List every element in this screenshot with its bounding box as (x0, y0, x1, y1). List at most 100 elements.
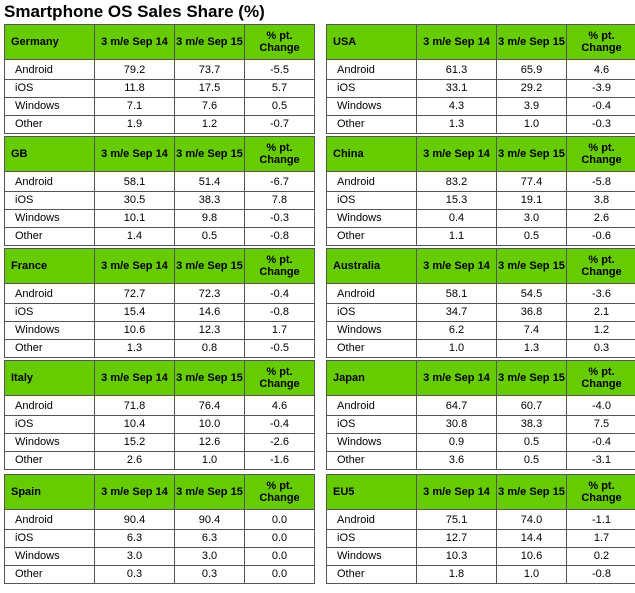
value-sep15: 0.5 (496, 451, 567, 470)
value-sep15: 38.3 (496, 415, 567, 434)
table-row: Other 1.9 1.2 -0.7 (4, 115, 315, 134)
column-header-sep15: 3 m/e Sep 15 (174, 474, 245, 510)
value-sep14: 1.3 (416, 115, 497, 134)
table-row: Android 79.2 73.7 -5.5 (4, 59, 315, 80)
table-row: Other 1.3 1.0 -0.3 (326, 115, 635, 134)
value-sep14: 58.1 (94, 171, 175, 192)
table-row: Windows 7.1 7.6 0.5 (4, 97, 315, 116)
os-name: Other (4, 115, 95, 134)
value-sep15: 0.5 (496, 227, 567, 246)
value-change: 1.2 (566, 321, 635, 340)
value-sep14: 7.1 (94, 97, 175, 116)
value-sep14: 2.6 (94, 451, 175, 470)
table-row: Other 1.8 1.0 -0.8 (326, 565, 635, 584)
value-change: -1.6 (244, 451, 315, 470)
column-header-sep14: 3 m/e Sep 14 (94, 248, 175, 284)
value-sep15: 7.6 (174, 97, 245, 116)
value-sep15: 6.3 (174, 529, 245, 548)
value-sep15: 12.3 (174, 321, 245, 340)
table-row: iOS 30.8 38.3 7.5 (326, 415, 635, 434)
value-sep14: 61.3 (416, 59, 497, 80)
table-row: iOS 33.1 29.2 -3.9 (326, 79, 635, 98)
value-change: -0.4 (244, 415, 315, 434)
value-sep14: 72.7 (94, 283, 175, 304)
value-change: 0.0 (244, 565, 315, 584)
os-name: iOS (4, 79, 95, 98)
value-change: -0.4 (244, 283, 315, 304)
os-name: Android (4, 171, 95, 192)
os-name: iOS (326, 415, 417, 434)
region-name: China (326, 136, 417, 172)
column-header-sep14: 3 m/e Sep 14 (94, 136, 175, 172)
value-change: 0.0 (244, 547, 315, 566)
value-sep15: 76.4 (174, 395, 245, 416)
value-sep14: 15.3 (416, 191, 497, 210)
value-sep14: 3.0 (94, 547, 175, 566)
value-sep14: 15.2 (94, 433, 175, 452)
value-change: 7.5 (566, 415, 635, 434)
value-change: -4.0 (566, 395, 635, 416)
value-sep14: 75.1 (416, 509, 497, 530)
value-change: -0.6 (566, 227, 635, 246)
region-name: Spain (4, 474, 95, 510)
table-row: Windows 10.6 12.3 1.7 (4, 321, 315, 340)
value-change: 4.6 (244, 395, 315, 416)
table-row: Android 58.1 54.5 -3.6 (326, 283, 635, 304)
table-row: Windows 4.3 3.9 -0.4 (326, 97, 635, 116)
table-header-row: Spain 3 m/e Sep 14 3 m/e Sep 15% pt. Chang… (4, 474, 315, 510)
value-sep14: 30.8 (416, 415, 497, 434)
value-sep15: 0.5 (174, 227, 245, 246)
value-change: 0.0 (244, 509, 315, 530)
value-change: -0.8 (244, 303, 315, 322)
value-sep14: 1.0 (416, 339, 497, 358)
page-title: Smartphone OS Sales Share (%) (4, 2, 265, 21)
os-name: Windows (326, 433, 417, 452)
table-row: Android 64.7 60.7 -4.0 (326, 395, 635, 416)
table-row: Android 75.1 74.0 -1.1 (326, 509, 635, 530)
os-name: Windows (326, 97, 417, 116)
region-table: Italy 3 m/e Sep 14 3 m/e Sep 15% pt. Chang… (4, 360, 315, 470)
value-sep14: 90.4 (94, 509, 175, 530)
value-sep15: 9.8 (174, 209, 245, 228)
value-change: -5.8 (566, 171, 635, 192)
value-sep14: 0.9 (416, 433, 497, 452)
value-sep14: 6.3 (94, 529, 175, 548)
table-row: Other 1.1 0.5 -0.6 (326, 227, 635, 246)
table-row: Windows 6.2 7.4 1.2 (326, 321, 635, 340)
value-change: -0.3 (244, 209, 315, 228)
os-name: Other (326, 339, 417, 358)
os-name: Windows (326, 209, 417, 228)
os-name: Other (4, 565, 95, 584)
value-change: -3.6 (566, 283, 635, 304)
column-header-sep15: 3 m/e Sep 15 (496, 248, 567, 284)
value-change: -0.5 (244, 339, 315, 358)
value-change: -3.9 (566, 79, 635, 98)
value-change: 3.8 (566, 191, 635, 210)
table-header-row: Germany 3 m/e Sep 14 3 m/e Sep 15% pt. Cha… (4, 24, 315, 60)
table-row: iOS 6.3 6.3 0.0 (4, 529, 315, 548)
table-row: Windows 10.1 9.8 -0.3 (4, 209, 315, 228)
value-sep15: 74.0 (496, 509, 567, 530)
table-row: iOS 12.7 14.4 1.7 (326, 529, 635, 548)
value-sep15: 1.3 (496, 339, 567, 358)
value-change: -1.1 (566, 509, 635, 530)
os-name: iOS (4, 415, 95, 434)
value-sep15: 54.5 (496, 283, 567, 304)
region-name: Australia (326, 248, 417, 284)
value-sep15: 29.2 (496, 79, 567, 98)
column-header-sep14: 3 m/e Sep 14 (94, 24, 175, 60)
column-header-sep14: 3 m/e Sep 14 (416, 136, 497, 172)
column-header-change: % pt. Change (244, 24, 315, 60)
column-header-sep15: 3 m/e Sep 15 (174, 136, 245, 172)
value-change: 0.2 (566, 547, 635, 566)
value-sep15: 1.0 (496, 115, 567, 134)
table-row: Android 58.1 51.4 -6.7 (4, 171, 315, 192)
value-sep14: 0.3 (94, 565, 175, 584)
value-sep15: 3.9 (496, 97, 567, 116)
value-sep14: 1.1 (416, 227, 497, 246)
value-sep15: 1.0 (174, 451, 245, 470)
os-name: iOS (326, 529, 417, 548)
column-header-change: % pt. Change (566, 360, 635, 396)
table-row: Other 1.4 0.5 -0.8 (4, 227, 315, 246)
table-row: iOS 11.8 17.5 5.7 (4, 79, 315, 98)
